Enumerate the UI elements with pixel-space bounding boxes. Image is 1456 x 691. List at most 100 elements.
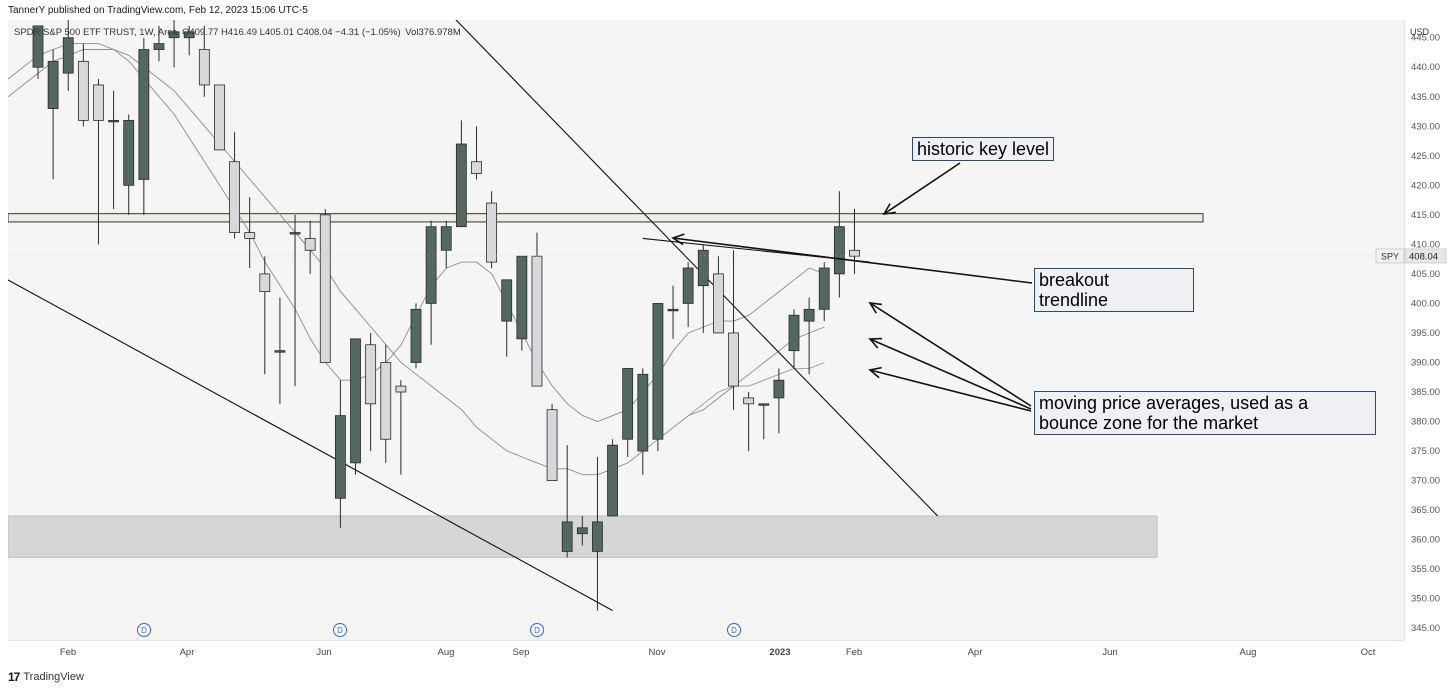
candle-up [592, 521, 603, 552]
price-tick-label: 415.00 [1411, 210, 1440, 221]
candle-up [561, 521, 573, 552]
price-tick-label: 380.00 [1411, 417, 1440, 428]
annotation-key-level-text: historic key level [917, 139, 1050, 159]
annotation-moving-averages: moving price averages, used as a bounce … [1034, 391, 1376, 435]
dividend-marker-label: D [141, 626, 147, 635]
arrow-head [868, 302, 883, 314]
candle-up [138, 49, 150, 180]
price-tick-label: 390.00 [1411, 357, 1440, 368]
candle-up [758, 403, 770, 406]
footer-brand[interactable]: 17 TradingView [8, 670, 84, 684]
symbol-legend: SPDR S&P 500 ETF TRUST, 1W, Arca O409.77… [14, 27, 463, 38]
candle-down [546, 409, 558, 481]
candle-down [531, 255, 543, 387]
dividend-marker-label: D [731, 626, 737, 635]
time-tick-label: 2023 [769, 647, 790, 658]
price-tick-label: 355.00 [1411, 564, 1440, 575]
candle-up [123, 119, 135, 186]
candle-down [849, 249, 860, 257]
candle-up [425, 226, 437, 304]
candle-down [380, 362, 392, 440]
symbol-price-tag [1375, 248, 1405, 264]
price-tick-label: 345.00 [1411, 623, 1440, 634]
plot-layer [8, 20, 1204, 611]
candle-up [682, 267, 694, 304]
key-level-band [8, 213, 1204, 223]
price-tick-label: 375.00 [1411, 446, 1440, 457]
candle-up [410, 308, 422, 363]
candle-down [728, 332, 739, 387]
candle-up [607, 444, 618, 517]
candle-down [229, 161, 240, 233]
last-price-tag [1404, 248, 1447, 264]
candle-down [214, 84, 225, 151]
candle-up [803, 308, 815, 322]
price-tick-label: 395.00 [1411, 328, 1440, 339]
time-tick-label: Nov [649, 647, 666, 658]
candle-up [334, 415, 346, 499]
price-tick-label: 420.00 [1411, 180, 1440, 191]
candle-down [244, 232, 256, 239]
candle-up [440, 226, 452, 251]
candle-up [516, 255, 528, 340]
candle-up [576, 527, 588, 535]
candle-up [32, 25, 44, 68]
price-tick-label: 370.00 [1411, 476, 1440, 487]
candle-down [304, 238, 316, 251]
candle-down [365, 344, 377, 405]
legend-ohlc: O409.77 H416.49 L405.01 C408.04 −4.31 (−… [181, 27, 401, 38]
candle-up [274, 350, 286, 353]
candle-up [818, 267, 830, 310]
arrow-head [868, 337, 883, 349]
currency-label: USD [1410, 27, 1430, 37]
candle-up [652, 303, 664, 440]
time-tick-label: Apr [180, 647, 195, 658]
price-tick-label: 410.00 [1411, 239, 1440, 250]
price-tick-label: 435.00 [1411, 92, 1440, 103]
time-tick-label: Oct [1361, 647, 1376, 658]
time-tick-label: Jun [1102, 647, 1117, 658]
tradingview-logo-icon: 17 [8, 670, 20, 684]
candle-down [743, 397, 755, 405]
candle-up [289, 232, 301, 235]
dividend-marker-icon [530, 623, 544, 637]
price-tick-label: 425.00 [1411, 151, 1440, 162]
dividend-marker-icon [137, 623, 151, 637]
price-tick-label: 405.00 [1411, 269, 1440, 280]
time-axis[interactable] [8, 640, 1404, 663]
arrow-head [868, 366, 882, 379]
price-tick-label: 385.00 [1411, 387, 1440, 398]
candle-down [319, 214, 331, 363]
candle-down [259, 273, 271, 293]
legend-volume: Vol376.978M [405, 27, 461, 38]
annotation-key-level: historic key level [912, 137, 1055, 161]
dividend-marker-label: D [534, 626, 540, 635]
time-tick-label: Sep [513, 647, 530, 658]
candle-up [455, 143, 467, 228]
candle-up [108, 119, 119, 123]
dividend-marker-icon [333, 623, 347, 637]
time-tick-label: Feb [846, 647, 862, 658]
candle-up [667, 308, 679, 312]
footer-brand-name: TradingView [23, 671, 84, 683]
candle-down [395, 385, 407, 393]
candle-up [833, 226, 845, 275]
legend-symbol: SPDR S&P 500 ETF TRUST, 1W, Arca [14, 27, 178, 38]
candle-down [471, 161, 482, 174]
candle-up [501, 279, 513, 322]
candle-up [697, 249, 709, 287]
time-tick-label: Jun [316, 647, 331, 658]
symbol-tag-label: SPY [1381, 251, 1399, 261]
candle-up [788, 314, 800, 352]
annotation-breakout-line1: breakout [1039, 270, 1110, 290]
candle-down [198, 49, 210, 86]
price-tick-label: 360.00 [1411, 535, 1440, 546]
price-tick-label: 440.00 [1411, 62, 1440, 73]
dividend-marker-label: D [337, 626, 343, 635]
annotation-averages-line2: bounce zone for the market [1039, 413, 1259, 433]
trendline [455, 20, 939, 517]
candle-down [93, 84, 104, 121]
candle-up [350, 338, 361, 464]
price-axis[interactable] [1404, 20, 1453, 640]
price-tick-label: 430.00 [1411, 121, 1440, 132]
